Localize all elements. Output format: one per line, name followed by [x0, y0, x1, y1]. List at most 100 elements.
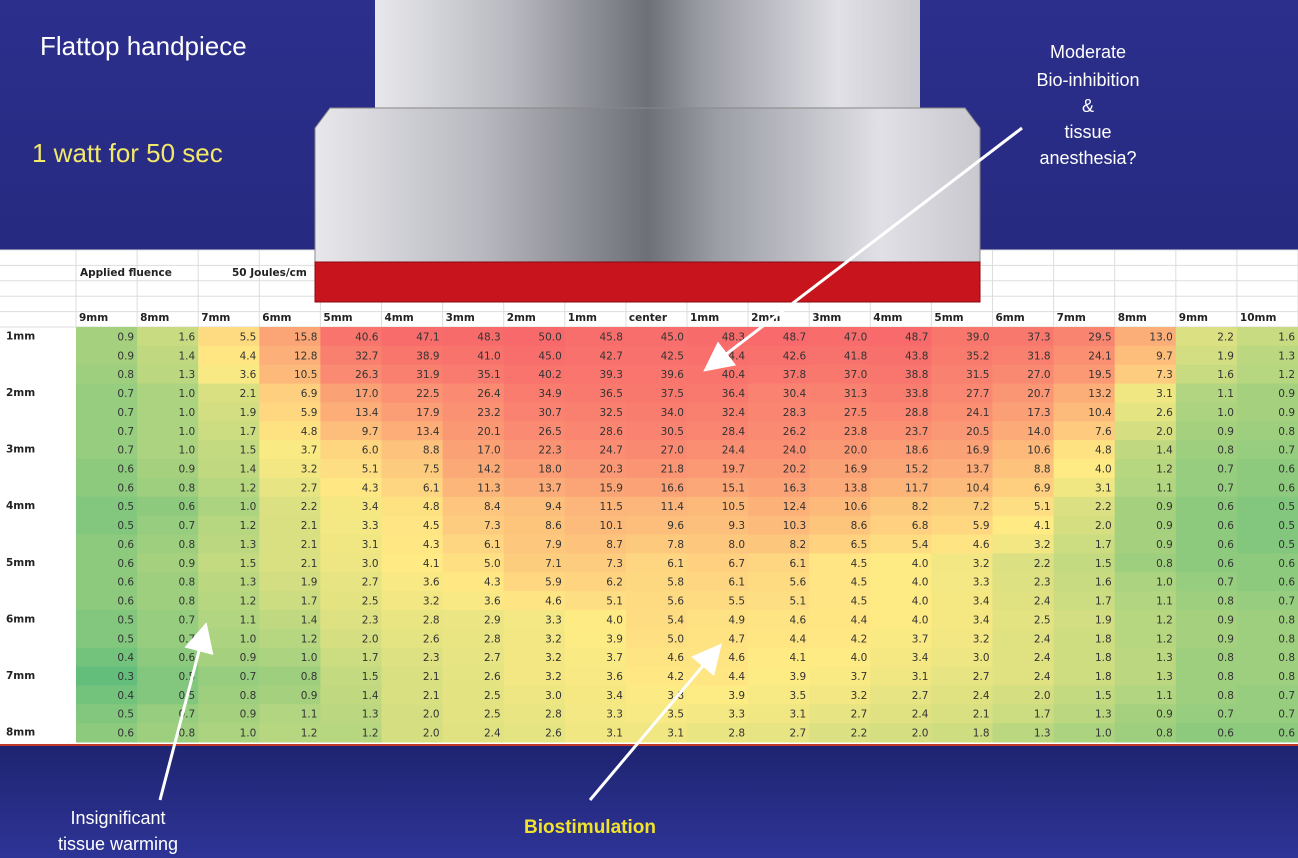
cell-value: 0.6: [117, 463, 134, 475]
cell-value: 20.7: [1027, 388, 1050, 400]
cell-value: 5.9: [545, 577, 562, 589]
cell-value: 3.7: [851, 671, 868, 683]
cell-value: 1.7: [240, 426, 257, 438]
fluence-value: 50 Joules/cm: [232, 267, 307, 279]
cell-value: 1.0: [240, 728, 257, 740]
cell-value: 16.9: [966, 445, 989, 457]
cell-value: 1.7: [362, 652, 379, 664]
cell-value: 2.2: [851, 728, 868, 740]
cell-value: 3.1: [1156, 388, 1173, 400]
cell-value: 0.9: [1217, 614, 1234, 626]
cell-value: 4.0: [912, 577, 929, 589]
cell-value: 11.5: [600, 501, 623, 513]
cell-value: 5.4: [912, 539, 929, 551]
cell-value: 2.1: [301, 558, 318, 570]
cell-value: 37.0: [844, 369, 867, 381]
cell-value: 5.1: [789, 596, 806, 608]
cell-value: 1.5: [1095, 558, 1112, 570]
cell-value: 11.4: [661, 501, 685, 513]
cell-value: 35.1: [477, 369, 500, 381]
cell-value: 2.0: [423, 709, 440, 721]
cell-value: 32.7: [355, 350, 378, 362]
cell-value: 4.6: [973, 539, 990, 551]
cell-value: 2.2: [1217, 331, 1234, 343]
cell-value: 0.7: [178, 633, 195, 645]
cell-value: 24.1: [966, 407, 989, 419]
cell-value: 1.9: [301, 577, 318, 589]
cell-value: 5.1: [362, 463, 379, 475]
cell-value: 1.2: [240, 520, 257, 532]
cell-value: 7.3: [484, 520, 501, 532]
cell-value: 3.2: [1034, 539, 1051, 551]
cell-value: 24.7: [600, 445, 623, 457]
cell-value: 0.7: [240, 671, 257, 683]
cell-value: 4.2: [851, 633, 868, 645]
cell-value: 1.6: [1278, 331, 1295, 343]
cell-value: 9.7: [1156, 350, 1173, 362]
cell-value: 6.1: [667, 558, 684, 570]
cell-value: 5.4: [667, 614, 684, 626]
cell-value: 7.5: [423, 463, 440, 475]
cell-value: 18.0: [538, 463, 561, 475]
cell-value: 1.1: [1156, 690, 1173, 702]
cell-value: 50.0: [538, 331, 561, 343]
cell-value: 2.5: [484, 709, 501, 721]
cell-value: 3.7: [301, 445, 318, 457]
cell-value: 3.6: [606, 671, 623, 683]
row-label: 1mm: [6, 330, 35, 342]
cell-value: 20.0: [844, 445, 867, 457]
note-line: anesthesia?: [1039, 148, 1136, 168]
subtitle: 1 watt for 50 sec: [32, 138, 223, 168]
cell-value: 4.6: [789, 614, 806, 626]
cell-value: 0.6: [1217, 520, 1234, 532]
cell-value: 4.5: [851, 596, 868, 608]
cell-value: 8.6: [545, 520, 562, 532]
column-header: 9mm: [79, 312, 108, 324]
column-header: 2mm: [507, 312, 536, 324]
cell-value: 2.8: [423, 614, 440, 626]
cell-value: 0.8: [1217, 445, 1234, 457]
cell-value: 0.9: [301, 690, 318, 702]
cell-value: 30.7: [538, 407, 561, 419]
cell-value: 2.7: [301, 482, 318, 494]
cell-value: 2.8: [545, 709, 562, 721]
cell-value: 11.3: [477, 482, 500, 494]
cell-value: 1.7: [1034, 709, 1051, 721]
cell-value: 1.8: [973, 728, 990, 740]
cell-value: 2.8: [484, 633, 501, 645]
cell-value: 6.5: [851, 539, 868, 551]
cell-value: 1.6: [1217, 369, 1234, 381]
cell-value: 2.6: [545, 728, 562, 740]
cell-value: 4.6: [667, 652, 684, 664]
cell-value: 2.1: [423, 671, 440, 683]
cell-value: 1.1: [301, 709, 318, 721]
cell-value: 4.0: [606, 614, 623, 626]
cell-value: 8.6: [851, 520, 868, 532]
cell-value: 2.1: [240, 388, 257, 400]
cell-value: 1.0: [1156, 577, 1173, 589]
cell-value: 45.0: [538, 350, 561, 362]
cell-value: 3.2: [973, 633, 990, 645]
cell-value: 0.9: [178, 463, 195, 475]
cell-value: 0.9: [1278, 388, 1295, 400]
cell-value: 17.0: [355, 388, 378, 400]
note-line: Insignificant: [70, 808, 165, 828]
cell-value: 2.1: [973, 709, 990, 721]
cell-value: 12.4: [783, 501, 807, 513]
cell-value: 0.6: [1278, 482, 1295, 494]
cell-value: 3.0: [362, 558, 379, 570]
cell-value: 0.9: [117, 350, 134, 362]
cell-value: 42.5: [661, 350, 684, 362]
cell-value: 3.9: [728, 690, 745, 702]
column-header: 7mm: [201, 312, 230, 324]
cell-value: 0.6: [178, 652, 195, 664]
row-label: 5mm: [6, 557, 35, 569]
cell-value: 0.8: [1217, 690, 1234, 702]
cell-value: 0.7: [117, 388, 134, 400]
cell-value: 0.6: [117, 558, 134, 570]
cell-value: 0.9: [1156, 520, 1173, 532]
cell-value: 0.9: [1156, 709, 1173, 721]
cell-value: 1.8: [1095, 652, 1112, 664]
cell-value: 0.8: [1278, 633, 1295, 645]
cell-value: 2.6: [484, 671, 501, 683]
